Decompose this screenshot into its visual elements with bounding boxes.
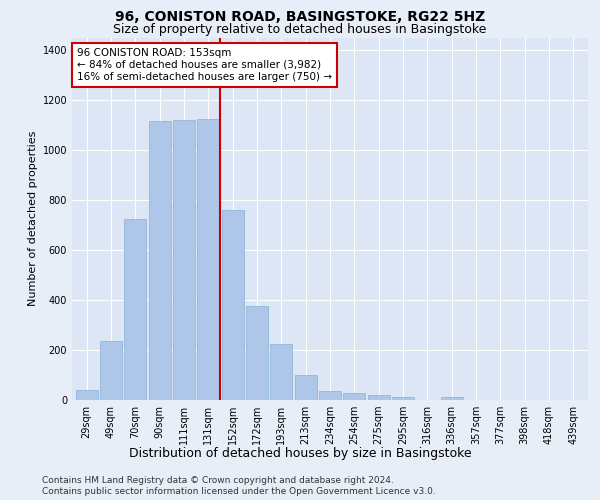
Bar (76, 390, 98, 400)
Bar (100, 342, 122, 400)
Text: Contains public sector information licensed under the Open Government Licence v3: Contains public sector information licen… (42, 487, 436, 496)
Bar (392, 397, 414, 400)
Text: Size of property relative to detached houses in Basingstoke: Size of property relative to detached ho… (113, 22, 487, 36)
Text: 96, CONISTON ROAD, BASINGSTOKE, RG22 5HZ: 96, CONISTON ROAD, BASINGSTOKE, RG22 5HZ (115, 10, 485, 24)
Bar (319, 390, 341, 400)
Text: Contains HM Land Registry data © Crown copyright and database right 2024.: Contains HM Land Registry data © Crown c… (42, 476, 394, 485)
Bar (124, 219, 146, 400)
Bar (441, 396, 463, 400)
Bar (343, 393, 365, 400)
Bar (173, 120, 195, 400)
Bar (271, 344, 292, 400)
Bar (295, 375, 317, 400)
Text: Distribution of detached houses by size in Basingstoke: Distribution of detached houses by size … (128, 448, 472, 460)
Bar (221, 210, 244, 400)
Bar (197, 119, 219, 400)
Bar (149, 122, 170, 400)
Bar (246, 306, 268, 400)
Text: 96 CONISTON ROAD: 153sqm
← 84% of detached houses are smaller (3,982)
16% of sem: 96 CONISTON ROAD: 153sqm ← 84% of detach… (77, 48, 332, 82)
Y-axis label: Number of detached properties: Number of detached properties (28, 131, 38, 306)
Bar (368, 394, 389, 400)
